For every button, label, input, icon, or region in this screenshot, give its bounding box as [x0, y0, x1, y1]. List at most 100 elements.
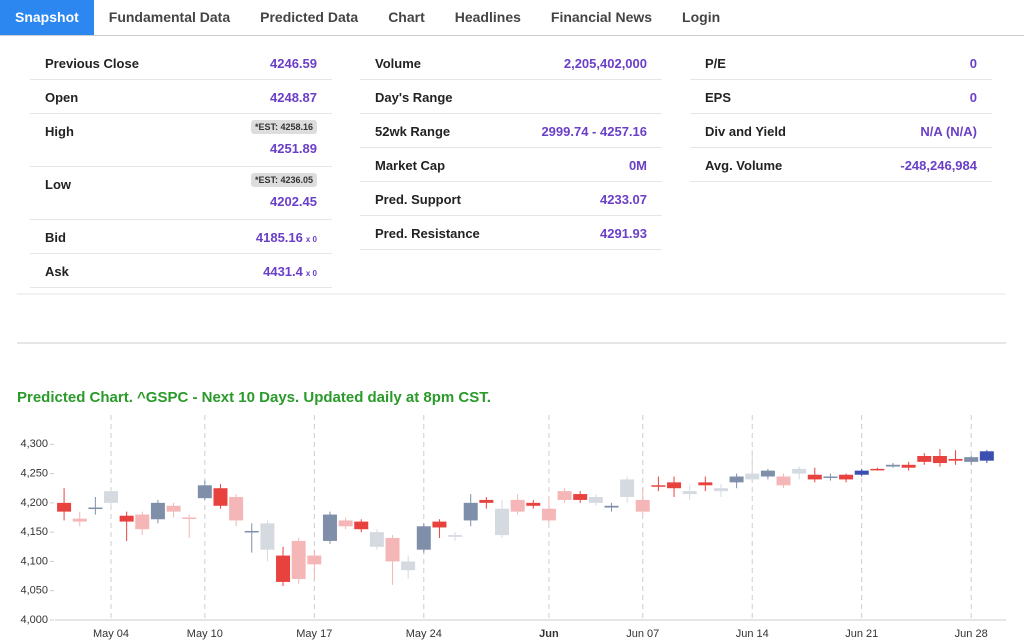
size: x 0 — [305, 235, 317, 244]
x-tick-label: Jun 28 — [955, 628, 988, 640]
field-value: 4233.07 — [600, 192, 647, 207]
column: Previous Close 4246.59 Open 4248.87 High *EST… — [30, 46, 332, 288]
tab[interactable]: Headlines — [454, 9, 521, 25]
row: Ask 4431.4 x 0 — [30, 254, 332, 288]
field-label: P/E — [705, 56, 726, 71]
field-value: N/A (N/A) — [920, 124, 977, 139]
value: 4246.59 — [270, 56, 317, 71]
candle-body — [854, 470, 869, 475]
y-tick-label: 4,300 — [20, 438, 48, 450]
field-label: 52wk Range — [375, 124, 451, 139]
candle-body — [667, 482, 682, 489]
candle-body — [448, 535, 463, 537]
chart-title: Predicted Chart. ^GSPC - Next 10 Days. U… — [17, 389, 491, 406]
candle-body — [369, 532, 384, 547]
candle-body — [886, 464, 900, 467]
candle-body — [964, 457, 979, 462]
value: 2999.74 - 4257.16 — [541, 124, 647, 139]
field-value: 4291.93 — [600, 226, 647, 241]
column: Volume 2,205,402,000 Day's Range 52wk Range… — [360, 46, 662, 250]
candle-body — [213, 488, 228, 506]
candle-body — [526, 502, 541, 506]
row: 52wk Range 2999.74 - 4257.16 — [360, 114, 662, 148]
candle-body — [338, 520, 353, 527]
candle-body — [432, 521, 447, 528]
tab[interactable]: Login — [682, 9, 721, 25]
field-label: Ask — [45, 264, 69, 279]
field-value: 0M — [629, 158, 647, 173]
candle-body — [244, 530, 259, 533]
row: Div and Yield N/A (N/A) — [690, 114, 992, 148]
value: 4251.89 — [270, 141, 317, 156]
value: -248,246,984 — [900, 158, 977, 173]
value: 4248.87 — [270, 90, 317, 105]
row: Market Cap 0M — [360, 148, 662, 182]
x-tick-label: Jun — [539, 628, 559, 640]
candle-body — [150, 502, 165, 520]
candle-body — [88, 507, 103, 510]
candle-body — [870, 468, 885, 471]
x-tick-label: May 04 — [93, 628, 129, 640]
tab[interactable]: Financial News — [550, 9, 653, 25]
candle-body — [823, 476, 838, 478]
candle-body — [276, 555, 291, 582]
field-label: Market Cap — [375, 158, 446, 173]
field-label: Div and Yield — [705, 124, 786, 139]
x-tick-label: May 24 — [406, 628, 442, 640]
candle-body — [119, 515, 134, 522]
field-label: Bid — [45, 230, 66, 245]
candle-body — [573, 494, 588, 500]
candle-body — [807, 474, 822, 480]
row: P/E 0 — [690, 46, 992, 80]
y-tick-label: 4,000 — [20, 614, 48, 626]
candle-body — [495, 508, 509, 536]
value: 0 — [969, 56, 977, 71]
candle-body — [401, 561, 416, 571]
field-value: 0 — [970, 56, 977, 71]
field-value: 4202.45 — [270, 194, 317, 209]
tab[interactable]: Fundamental Data — [108, 9, 231, 25]
candle-body — [620, 479, 635, 497]
candle-body — [385, 538, 400, 562]
field-value: 4251.89 — [270, 141, 317, 156]
x-tick-label: May 17 — [296, 628, 332, 640]
candle-body — [792, 468, 807, 474]
field-label: Avg. Volume — [705, 158, 783, 173]
tab[interactable]: Chart — [388, 9, 425, 25]
row: Bid 4185.16 x 0 — [30, 220, 332, 254]
candle-body — [182, 517, 197, 519]
field-value: 4185.16 x 0 — [256, 230, 317, 245]
candle-body — [307, 555, 322, 565]
field-value: 4248.87 — [270, 90, 317, 105]
value: 4233.07 — [600, 192, 647, 207]
row: High *EST: 4258.16 4251.89 — [30, 114, 332, 167]
field-label: Open — [45, 90, 79, 105]
candle-body — [291, 540, 306, 579]
value: 4291.93 — [600, 226, 647, 241]
candle-body — [510, 499, 525, 512]
candle-body — [479, 499, 494, 503]
field-label: Previous Close — [45, 56, 139, 71]
candle-body — [57, 502, 72, 512]
candle-body — [354, 521, 369, 530]
candle-body — [166, 505, 181, 512]
candle-body — [588, 497, 603, 503]
tab[interactable]: Predicted Data — [260, 9, 359, 25]
candle-body — [463, 502, 478, 521]
row: Open 4248.87 — [30, 80, 332, 114]
x-tick-label: Jun 07 — [626, 628, 659, 640]
field-label: Pred. Support — [375, 192, 461, 207]
candle-body — [197, 485, 212, 499]
tab[interactable]: Snapshot — [0, 0, 94, 35]
y-tick-label: 4,050 — [20, 585, 48, 597]
row: Previous Close 4246.59 — [30, 46, 332, 80]
candle-body — [635, 499, 650, 512]
row: EPS 0 — [690, 80, 992, 114]
candle-body — [682, 491, 697, 495]
value: 0M — [628, 158, 647, 173]
value: 2,205,402,000 — [563, 56, 647, 71]
field-label: Pred. Resistance — [375, 226, 480, 241]
row: Day's Range — [360, 80, 662, 114]
